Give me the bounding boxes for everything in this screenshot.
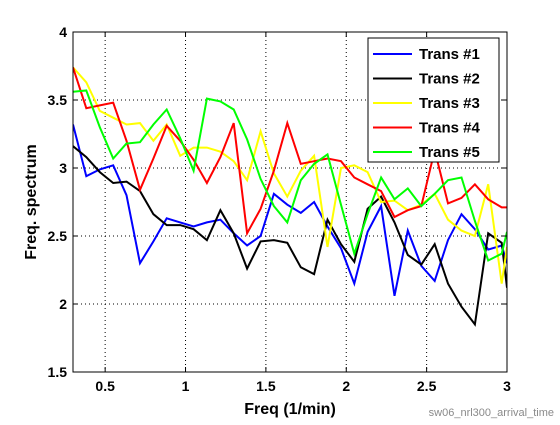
legend-label-trans-5: Trans #5 <box>419 144 480 161</box>
y-tick-label: 3.5 <box>48 92 68 108</box>
data-series <box>73 66 507 327</box>
tick-labels: 0.5 1 1.5 2 2.5 3 1.5 2 2.5 3 3.5 4 <box>48 24 512 394</box>
legend-box <box>367 37 500 163</box>
series-line-trans-1 <box>73 124 507 296</box>
grid-lines <box>73 32 507 372</box>
legend-items: Trans #1 Trans #2 Trans #3 Trans #4 Trans #5 <box>373 46 481 161</box>
y-tick-label: 2.5 <box>48 228 68 244</box>
x-tick-label: 0.5 <box>95 378 115 394</box>
legend-label-trans-2: Trans #2 <box>419 71 480 88</box>
x-axis-title: Freq (1/min) <box>244 401 336 418</box>
series-line-trans-4 <box>73 67 507 237</box>
y-tick-label: 3 <box>59 160 67 176</box>
y-tick-label: 1.5 <box>48 364 68 380</box>
legend-label-trans-1: Trans #1 <box>419 46 480 63</box>
footer-caption: sw06_nrl300_arrival_time <box>429 407 554 419</box>
axis-ticks <box>73 31 508 373</box>
legend-label-trans-4: Trans #4 <box>419 120 481 137</box>
x-tick-label: 1.5 <box>256 378 276 394</box>
y-tick-label: 4 <box>59 24 67 40</box>
plot-frame <box>72 31 508 373</box>
x-tick-label: 1 <box>182 378 190 394</box>
series-line-trans-5 <box>73 89 507 262</box>
y-axis-title: Freq. spectrum <box>23 144 40 260</box>
series-line-trans-2 <box>73 145 507 327</box>
y-tick-label: 2 <box>59 296 67 312</box>
x-tick-label: 2 <box>342 378 350 394</box>
x-tick-label: 2.5 <box>417 378 437 394</box>
x-tick-label: 3 <box>503 378 511 394</box>
legend-label-trans-3: Trans #3 <box>419 95 480 112</box>
legend: Trans #1 Trans #2 Trans #3 Trans #4 Trans #5 <box>367 37 500 163</box>
